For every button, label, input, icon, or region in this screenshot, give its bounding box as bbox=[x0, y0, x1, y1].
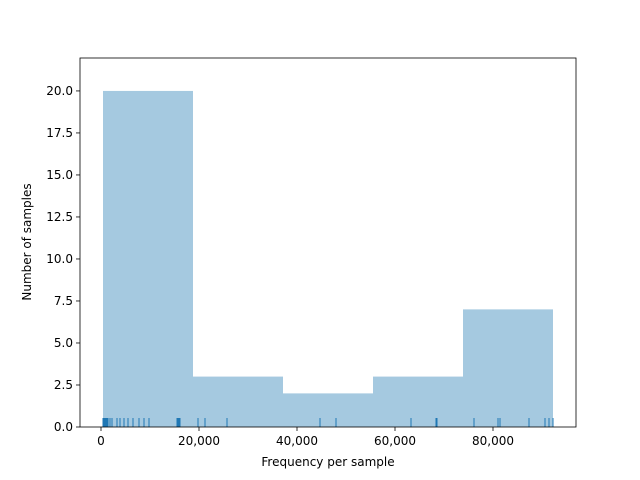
x-tick-label: 60,000 bbox=[374, 434, 416, 448]
y-tick-label: 0.0 bbox=[54, 420, 73, 434]
x-tick-label: 40,000 bbox=[276, 434, 318, 448]
x-tick-label: 80,000 bbox=[472, 434, 514, 448]
x-axis-label: Frequency per sample bbox=[261, 455, 394, 469]
x-tick-label: 20,000 bbox=[178, 434, 220, 448]
y-tick-label: 15.0 bbox=[46, 168, 73, 182]
y-tick-label: 12.5 bbox=[46, 210, 73, 224]
y-tick-label: 17.5 bbox=[46, 126, 73, 140]
y-tick-label: 7.5 bbox=[54, 294, 73, 308]
bar bbox=[463, 309, 553, 427]
y-axis-label: Number of samples bbox=[20, 183, 34, 300]
bar bbox=[192, 376, 284, 427]
y-tick-label: 20.0 bbox=[46, 84, 73, 98]
bar bbox=[103, 90, 193, 428]
x-tick-label: 0 bbox=[97, 434, 105, 448]
plot-frame bbox=[79, 57, 577, 428]
bar bbox=[372, 376, 464, 427]
y-tick-label: 10.0 bbox=[46, 252, 73, 266]
y-tick-label: 2.5 bbox=[54, 378, 73, 392]
y-tick-label: 5.0 bbox=[54, 336, 73, 350]
bar bbox=[283, 393, 373, 427]
